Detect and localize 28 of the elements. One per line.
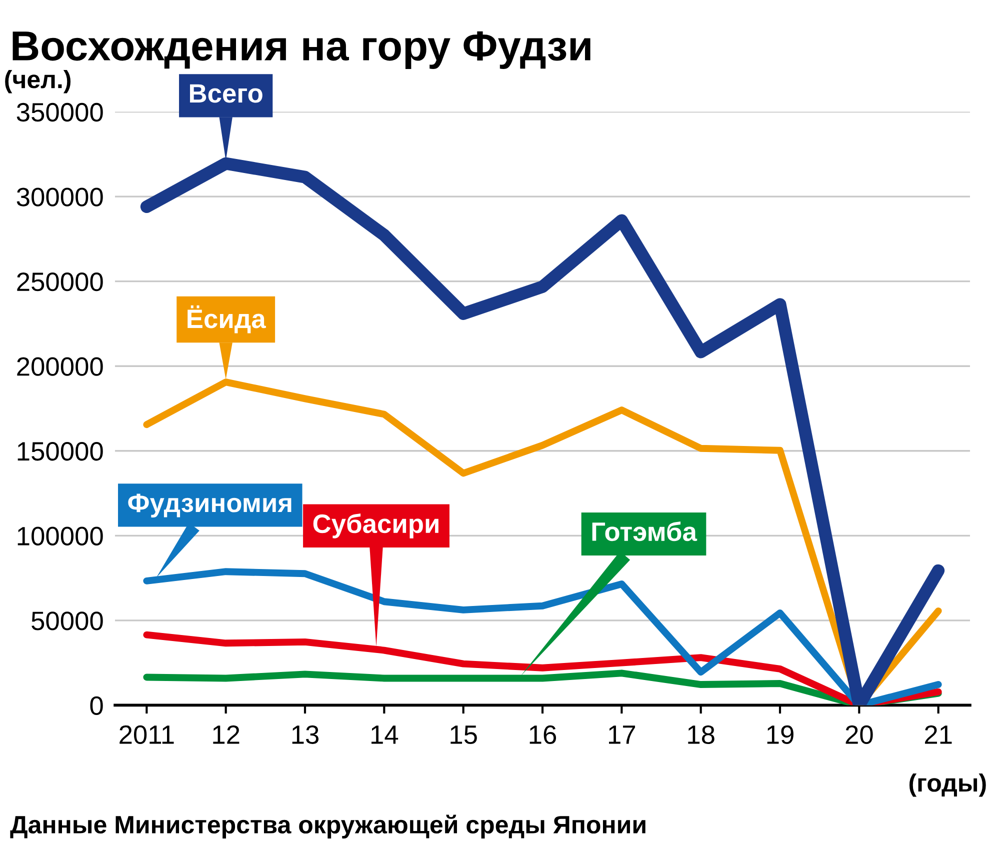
x-tick-label: 20: [846, 725, 873, 744]
text: Субасири: [313, 513, 438, 538]
text: Всего: [190, 84, 262, 103]
y-axis-title: (чел.): [5, 70, 70, 94]
y-tick-label: 50000: [32, 612, 103, 630]
y-tick-label: 350000: [16, 102, 103, 122]
x-tick-label: 16: [530, 725, 556, 744]
y-tick-label: 150000: [18, 442, 103, 461]
x-tick-label: 15: [450, 726, 477, 744]
text: Готэмба: [592, 521, 698, 542]
text: Фудзиномия: [128, 494, 292, 518]
x-tick-label: 21: [924, 725, 952, 744]
x-tick-label: 19: [767, 725, 794, 744]
x-tick-label: 18: [688, 725, 714, 744]
text: Ёсида: [188, 305, 266, 334]
x-tick-label: 14: [372, 726, 398, 744]
x-tick-label: 17: [609, 726, 636, 744]
x-axis-title: (годы): [909, 773, 986, 797]
x-tick-label: 12: [213, 725, 240, 744]
y-tick-label: 0: [90, 696, 103, 716]
y-tick-label: 200000: [17, 357, 103, 376]
y-tick-label: 100000: [18, 526, 103, 546]
x-tick-label: 13: [292, 725, 319, 744]
y-tick-label: 300000: [16, 188, 103, 206]
text: Данные Министерства окружающей среды Японии: [10, 814, 646, 838]
x-tick-label: 2011: [120, 725, 174, 744]
y-tick-label: 250000: [17, 272, 103, 292]
chart-title: Восхождения на гору Фудзи: [12, 31, 590, 69]
